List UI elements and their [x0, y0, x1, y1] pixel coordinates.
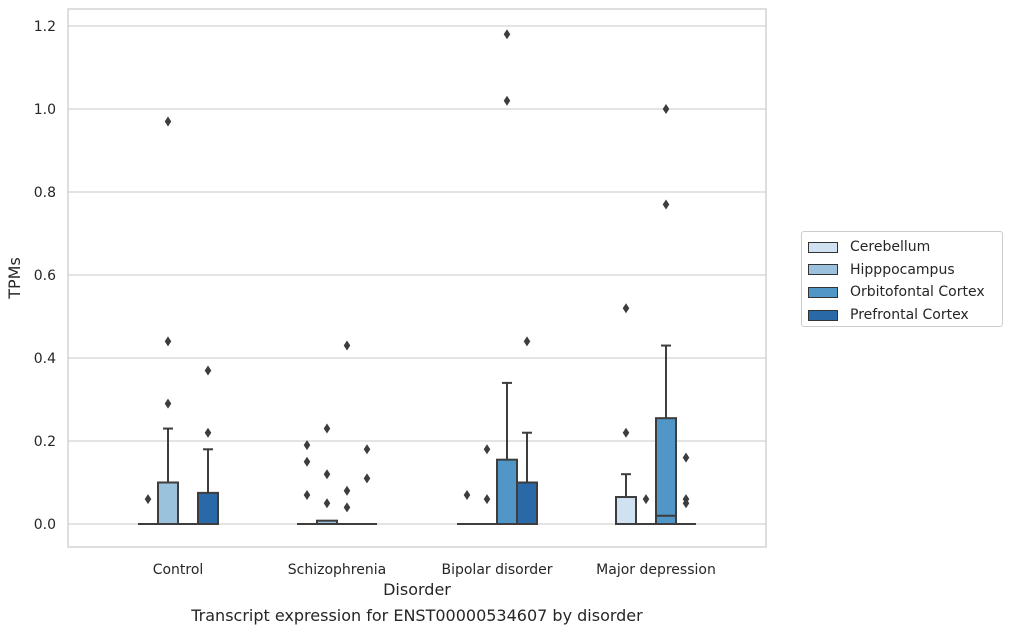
y-axis-ticks: 0.0 0.2 0.4 0.6 0.8 1.0 1.2: [34, 19, 56, 533]
outlier-point: [622, 303, 630, 314]
legend-item: Cerebellum: [808, 236, 1002, 259]
outlier-point: [164, 398, 172, 409]
legend-swatch: [808, 241, 838, 253]
box-body: [496, 458, 518, 525]
legend: Cerebellum Hipppocampus Orbitofontal Corte…: [801, 231, 1003, 327]
plot-area-frame: [67, 8, 767, 548]
outlier-point: [503, 29, 511, 40]
outlier-point: [503, 95, 511, 106]
legend-item: Orbitofontal Cortex: [808, 281, 1002, 304]
box-body: [197, 491, 219, 525]
box-orbitofontal-cortex: [496, 381, 518, 525]
y-tick-label: 1.0: [34, 102, 56, 118]
y-tick-label: 0.4: [34, 351, 56, 367]
outlier-point: [682, 452, 690, 463]
legend-label: Cerebellum: [850, 239, 931, 256]
y-tick-label: 0.2: [34, 434, 56, 450]
y-tick-label: 0.8: [34, 185, 56, 201]
outlier-point: [363, 444, 371, 455]
x-tick-label: Schizophrenia: [288, 562, 386, 578]
outlier-point: [204, 427, 212, 438]
x-axis-label: Disorder: [383, 580, 451, 599]
outlier-point: [483, 494, 491, 505]
boxes: [138, 344, 696, 525]
legend-swatch: [808, 264, 838, 276]
outlier-point: [144, 494, 152, 505]
box-body: [655, 417, 677, 525]
outlier-point: [483, 444, 491, 455]
y-axis-label: TPMs: [5, 257, 24, 300]
outlier-point: [662, 199, 670, 210]
box-hipppocampus: [316, 519, 338, 525]
legend-swatch: [808, 309, 838, 321]
legend-label: Prefrontal Cortex: [850, 307, 969, 324]
outlier-point: [164, 116, 172, 127]
outlier-point: [303, 440, 311, 451]
box-hipppocampus: [157, 427, 179, 525]
legend-swatch: [808, 286, 838, 298]
outlier-point: [323, 469, 331, 480]
y-tick-label: 1.2: [34, 19, 56, 35]
legend-label: Hipppocampus: [850, 261, 955, 278]
legend-label: Orbitofontal Cortex: [850, 284, 985, 301]
gridlines: [68, 25, 766, 525]
outlier-point: [523, 336, 531, 347]
outliers: [144, 29, 690, 513]
box-prefrontal-cortex: [516, 431, 538, 525]
legend-item: Prefrontal Cortex: [808, 304, 1002, 327]
box-body: [615, 496, 637, 525]
box-prefrontal-cortex: [197, 448, 219, 525]
outlier-point: [323, 423, 331, 434]
outlier-point: [303, 489, 311, 500]
y-tick-label: 0.0: [34, 517, 56, 533]
outlier-point: [662, 104, 670, 114]
x-tick-label: Bipolar disorder: [441, 562, 552, 578]
outlier-point: [622, 427, 630, 438]
x-tick-label: Major depression: [596, 562, 716, 578]
x-tick-label: Control: [153, 562, 204, 578]
box-body: [516, 481, 538, 525]
outlier-point: [463, 489, 471, 500]
x-axis-ticks: Control Schizophrenia Bipolar disorder Majo…: [153, 562, 716, 578]
box-orbitofontal-cortex: [655, 344, 677, 525]
chart-caption: Transcript expression for ENST0000053460…: [191, 606, 643, 625]
box-body: [157, 481, 179, 525]
outlier-point: [642, 494, 650, 505]
box-cerebellum: [615, 473, 637, 525]
outlier-point: [323, 498, 331, 509]
outlier-point: [164, 336, 172, 347]
legend-item: Hipppocampus: [808, 259, 1002, 282]
outlier-point: [682, 494, 690, 505]
outlier-point: [363, 473, 371, 484]
outlier-point: [204, 365, 212, 376]
outlier-point: [343, 502, 351, 513]
outlier-point: [343, 485, 351, 496]
outlier-point: [343, 340, 351, 351]
outlier-point: [303, 456, 311, 467]
y-tick-label: 0.6: [34, 268, 56, 284]
